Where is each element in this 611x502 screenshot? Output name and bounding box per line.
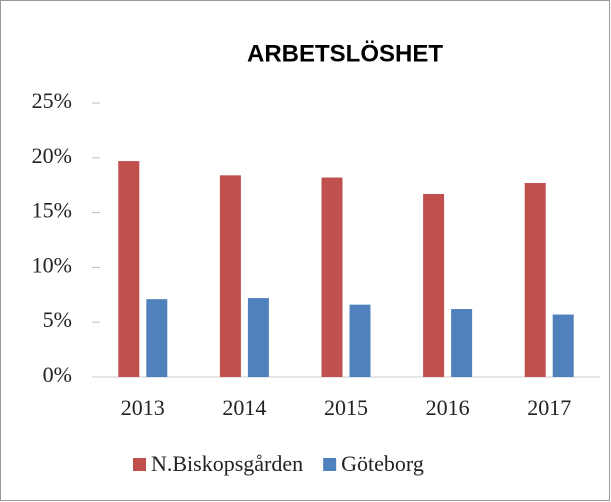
x-tick-label: 2013 <box>121 395 165 420</box>
bar <box>219 175 241 377</box>
y-tick-label: 10% <box>32 252 72 277</box>
x-tick-label: 2015 <box>324 395 368 420</box>
legend-swatch <box>133 458 146 471</box>
bar <box>349 304 371 377</box>
y-tick-label: 25% <box>32 88 72 113</box>
x-tick-label: 2017 <box>527 395 571 420</box>
y-tick-label: 15% <box>32 198 72 223</box>
chart-title: ARBETSLÖSHET <box>247 40 443 67</box>
x-tick-label: 2016 <box>426 395 470 420</box>
bar <box>247 298 269 377</box>
bar <box>524 183 546 377</box>
bar <box>321 177 343 377</box>
bar <box>451 309 473 377</box>
y-tick-label: 5% <box>43 307 72 332</box>
legend-swatch <box>323 458 337 471</box>
bar <box>118 161 140 377</box>
y-tick-label: 20% <box>32 143 72 168</box>
bar <box>552 314 574 377</box>
bar <box>423 193 445 377</box>
x-tick-label: 2014 <box>222 395 266 420</box>
legend-label: N.Biskopsgården <box>151 451 303 476</box>
legend-label: Göteborg <box>341 451 424 476</box>
y-tick-label: 0% <box>43 362 72 387</box>
bar <box>146 299 168 377</box>
